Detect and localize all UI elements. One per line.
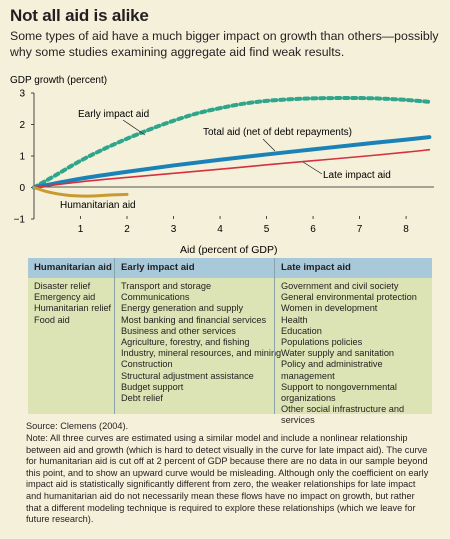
list-item: General environmental protection (281, 292, 417, 303)
list-item: Policy and administrative management (281, 359, 383, 381)
series-line-humanitarian (32, 186, 129, 198)
list-item: Emergency aid (34, 292, 96, 303)
column-header: Late impact aid (281, 262, 351, 273)
y-tick-label: 0 (19, 183, 25, 194)
list-item: Women in development (281, 303, 378, 314)
column-header: Humanitarian aid (34, 262, 112, 273)
x-tick-label: 4 (217, 224, 223, 235)
y-tick-label: 1 (19, 152, 25, 163)
y-tick-label: 2 (19, 120, 25, 131)
list-item: Business and other services (121, 325, 236, 336)
label-total-aid: Total aid (net of debt repayments) (203, 127, 352, 138)
list-item: Government and civil society (281, 281, 399, 291)
leader-late-impact (302, 161, 323, 175)
table-header-band (28, 258, 432, 278)
column-early-impact: Early impact aid Transport and storage Co… (114, 258, 303, 414)
column-late-impact: Late impact aid Government and civil soc… (274, 258, 433, 425)
x-tick-label: 7 (357, 224, 363, 235)
x-tick-label: 3 (171, 224, 177, 235)
x-tick-label: 2 (124, 224, 130, 235)
page-title: Not all aid is alike (10, 6, 149, 25)
list-item: Construction (121, 359, 173, 370)
list-item: Food aid (34, 314, 70, 325)
aid-categories-table: Humanitarian aid Disaster relief Emergenc… (28, 258, 433, 425)
y-ticks: −1 0 1 2 3 (14, 89, 34, 226)
label-late-impact: Late impact aid (323, 170, 391, 181)
column-humanitarian: Humanitarian aid Disaster relief Emergenc… (28, 258, 113, 414)
y-axis-label: GDP growth (percent) (10, 75, 107, 86)
list-item: Agriculture, forestry, and fishing (121, 337, 250, 348)
list-item: Communications (121, 292, 190, 303)
x-tick-label: 8 (403, 224, 409, 235)
list-item: Education (281, 325, 322, 336)
list-item: Humanitarian relief (34, 303, 112, 314)
list-item: Populations policies (281, 337, 363, 348)
list-item: Health (281, 314, 308, 325)
list-item: Industry, mineral resources, and mining (121, 348, 282, 359)
list-item: Water supply and sanitation (281, 348, 395, 359)
x-tick-label: 1 (78, 224, 84, 235)
list-item: Budget support (121, 381, 184, 392)
leader-early-impact (122, 119, 146, 136)
label-early-impact: Early impact aid (78, 109, 149, 120)
column-header: Early impact aid (121, 262, 195, 273)
y-tick-label: 3 (19, 89, 25, 100)
list-item: Structural adjustment assistance (121, 370, 254, 381)
column-items: Disaster relief Emergency aid Humanitarian… (28, 278, 113, 326)
series-line-early (32, 95, 432, 190)
list-item: Energy generation and supply (121, 303, 244, 314)
x-tick-label: 5 (264, 224, 270, 235)
x-ticks: 1 2 3 4 5 6 7 8 (78, 216, 409, 235)
page-subtitle: Some types of aid have a much bigger imp… (10, 29, 439, 59)
list-item: Transport and storage (121, 281, 212, 291)
list-item: Support to nongovernmental organizations (281, 381, 397, 404)
x-axis-label: Aid (percent of GDP) (180, 244, 277, 256)
list-item: Disaster relief (34, 281, 91, 291)
list-item: Other social infrastructure and services (281, 404, 405, 426)
leader-total-aid (262, 138, 276, 152)
series-lines (32, 95, 432, 198)
x-tick-label: 6 (310, 224, 316, 235)
y-tick-label: −1 (14, 215, 26, 226)
list-item: Debt relief (121, 393, 163, 404)
footnote: Note: All three curves are estimated usi… (26, 433, 429, 525)
column-items: Transport and storage Communications Energ… (115, 278, 303, 404)
series-line-late (33, 148, 431, 189)
label-humanitarian: Humanitarian aid (60, 200, 136, 211)
list-item: Most banking and financial services (121, 314, 267, 325)
column-items: Government and civil society General envi… (275, 278, 433, 427)
chart-container: GDP growth (percent) −1 0 1 2 3 1 2 3 4 5 6 7 8 Aid… (0, 70, 450, 270)
aid-growth-chart: GDP growth (percent) −1 0 1 2 3 1 2 3 4 5 6 7 8 Aid… (10, 75, 434, 256)
source-note: Source: Clemens (2004). (26, 421, 129, 431)
series-line-total (32, 135, 432, 190)
